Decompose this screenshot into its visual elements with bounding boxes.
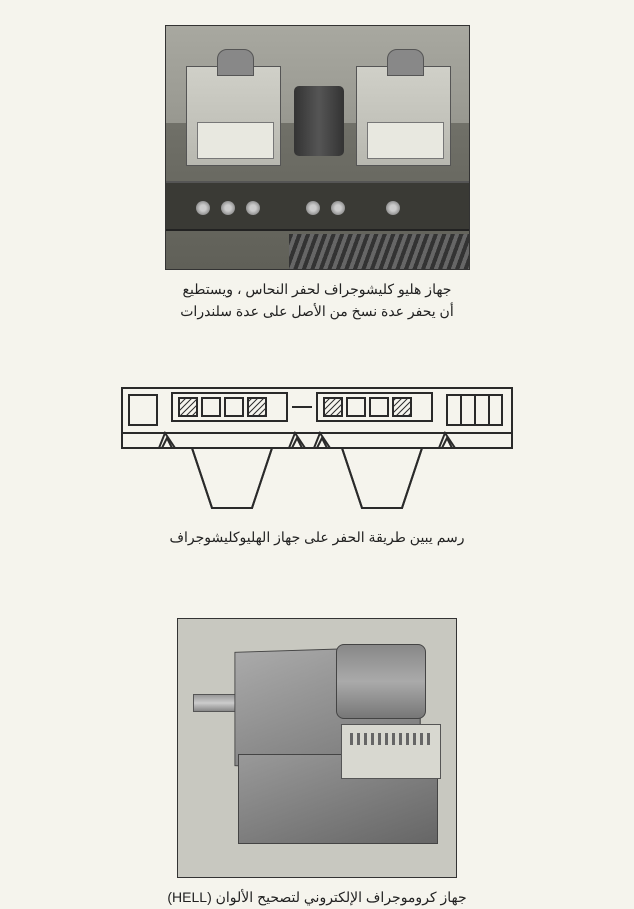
- knob-icon: [196, 201, 210, 215]
- figure-1-photo: [165, 25, 470, 270]
- document-page: جهاز هليو كليشوجراف لحفر النحاس ، ويستطي…: [0, 0, 634, 900]
- figure-1: جهاز هليو كليشوجراف لحفر النحاس ، ويستطي…: [165, 20, 470, 323]
- engraving-unit-right: [356, 66, 451, 166]
- figure-diagram: رسم يبين طريقة الحفر على جهاز الهليوكليش…: [117, 353, 517, 548]
- diagram-caption: رسم يبين طريقة الحفر على جهاز الهليوكليش…: [169, 526, 464, 548]
- knob-icon: [306, 201, 320, 215]
- machine-photo-1: [166, 26, 469, 269]
- caption-line: أن يحفر عدة نسخ من الأصل على عدة سلندرات: [180, 300, 453, 322]
- cylinder: [294, 86, 344, 156]
- knob-icon: [386, 201, 400, 215]
- knob-icon: [221, 201, 235, 215]
- roller-cylinder: [336, 644, 426, 719]
- schematic-diagram: [117, 383, 517, 518]
- vent-grille: [289, 234, 469, 269]
- figure-2-photo: [177, 618, 457, 878]
- figure-2-caption: جهاز كروموجراف الإلكتروني لتصحيح الألوان…: [167, 886, 466, 908]
- knob-icon: [331, 201, 345, 215]
- caption-line: جهاز هليو كليشوجراف لحفر النحاس ، ويستطي…: [180, 278, 453, 300]
- machine-photo-2: [178, 619, 456, 877]
- figure-2: جهاز كروموجراف الإلكتروني لتصحيح الألوان…: [167, 578, 466, 908]
- control-box: [341, 724, 441, 779]
- control-panel: [166, 181, 469, 231]
- engraving-unit-left: [186, 66, 281, 166]
- figure-1-caption: جهاز هليو كليشوجراف لحفر النحاس ، ويستطي…: [180, 278, 453, 323]
- knob-icon: [246, 201, 260, 215]
